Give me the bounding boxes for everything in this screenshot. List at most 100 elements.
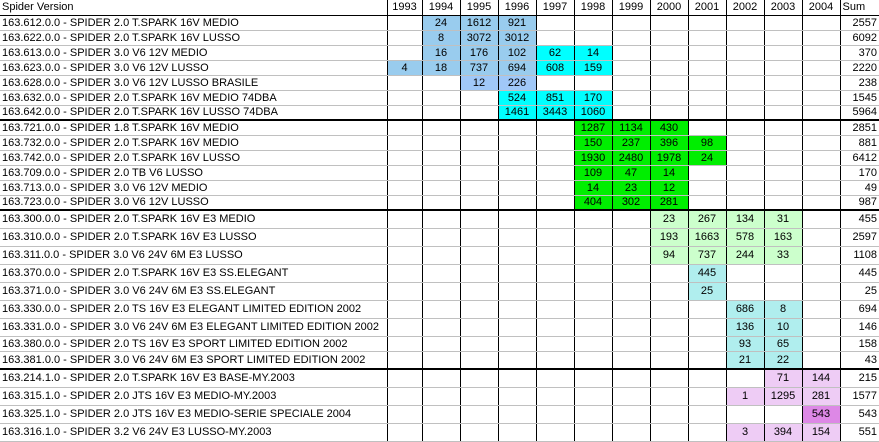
year-cell-1997[interactable]: 608 (535, 60, 574, 76)
year-cell-1996[interactable]: 694 (497, 60, 536, 76)
year-cell-2004[interactable] (801, 228, 840, 247)
year-cell-1993[interactable] (386, 30, 422, 46)
year-cell-2004[interactable] (801, 60, 840, 76)
year-cell-1995[interactable] (459, 300, 498, 319)
year-cell-2004[interactable] (801, 75, 840, 91)
year-cell-1996[interactable] (497, 387, 536, 406)
year-cell-1999[interactable] (611, 369, 650, 388)
year-cell-1994[interactable] (421, 423, 460, 442)
year-cell-1996[interactable] (497, 165, 536, 181)
year-cell-2000[interactable] (649, 387, 688, 406)
year-cell-1995[interactable] (459, 120, 498, 136)
year-cell-1999[interactable]: 302 (611, 195, 650, 211)
year-cell-2003[interactable] (763, 282, 802, 301)
header-spider-version[interactable]: Spider Version (0, 0, 387, 16)
year-cell-2002[interactable] (725, 150, 764, 166)
year-cell-2001[interactable] (687, 423, 726, 442)
year-cell-1995[interactable] (459, 228, 498, 247)
year-cell-2004[interactable] (801, 165, 840, 181)
year-cell-2003[interactable] (763, 105, 802, 121)
header-sum[interactable]: Sum (839, 0, 879, 16)
year-cell-2000[interactable] (649, 351, 688, 370)
year-cell-2001[interactable] (687, 405, 726, 424)
year-cell-2003[interactable] (763, 15, 802, 31)
year-cell-2000[interactable] (649, 282, 688, 301)
header-year-1997[interactable]: 1997 (535, 0, 574, 16)
year-cell-1999[interactable]: 47 (611, 165, 650, 181)
year-cell-2004[interactable]: 281 (801, 387, 840, 406)
year-cell-2002[interactable]: 1 (725, 387, 764, 406)
year-cell-1999[interactable] (611, 210, 650, 229)
year-cell-2002[interactable]: 21 (725, 351, 764, 370)
year-cell-1993[interactable] (386, 387, 422, 406)
year-cell-1993[interactable] (386, 264, 422, 283)
year-cell-1998[interactable] (573, 300, 612, 319)
year-cell-1996[interactable] (497, 300, 536, 319)
year-cell-1996[interactable] (497, 405, 536, 424)
year-cell-1998[interactable]: 404 (573, 195, 612, 211)
year-cell-2003[interactable] (763, 30, 802, 46)
year-cell-1998[interactable] (573, 405, 612, 424)
year-cell-2004[interactable] (801, 45, 840, 61)
year-cell-2000[interactable] (649, 60, 688, 76)
year-cell-2003[interactable]: 10 (763, 318, 802, 337)
year-cell-1998[interactable] (573, 246, 612, 265)
year-cell-2004[interactable] (801, 105, 840, 121)
year-cell-1993[interactable] (386, 165, 422, 181)
year-cell-1997[interactable] (535, 369, 574, 388)
year-cell-2003[interactable]: 8 (763, 300, 802, 319)
year-cell-2004[interactable]: 154 (801, 423, 840, 442)
year-cell-1997[interactable]: 851 (535, 90, 574, 106)
year-cell-2002[interactable] (725, 120, 764, 136)
year-cell-1996[interactable] (497, 135, 536, 151)
year-cell-2003[interactable]: 31 (763, 210, 802, 229)
year-cell-2004[interactable] (801, 300, 840, 319)
year-cell-2003[interactable]: 65 (763, 336, 802, 352)
year-cell-1996[interactable]: 226 (497, 75, 536, 91)
year-cell-1998[interactable]: 1060 (573, 105, 612, 121)
year-cell-2000[interactable] (649, 318, 688, 337)
year-cell-2004[interactable] (801, 282, 840, 301)
sum-cell[interactable]: 543 (839, 405, 879, 424)
year-cell-1995[interactable] (459, 90, 498, 106)
year-cell-2000[interactable]: 12 (649, 180, 688, 196)
year-cell-2004[interactable] (801, 150, 840, 166)
year-cell-1996[interactable] (497, 210, 536, 229)
year-cell-1999[interactable]: 23 (611, 180, 650, 196)
year-cell-1993[interactable] (386, 105, 422, 121)
year-cell-1994[interactable] (421, 195, 460, 211)
year-cell-1994[interactable] (421, 387, 460, 406)
spider-version-cell[interactable]: 163.311.0.0 - SPIDER 3.0 V6 24V 6M E3 LU… (0, 246, 387, 265)
year-cell-1998[interactable] (573, 30, 612, 46)
sum-cell[interactable]: 1545 (839, 90, 879, 106)
spider-version-cell[interactable]: 163.612.0.0 - SPIDER 2.0 T.SPARK 16V MED… (0, 15, 387, 31)
year-cell-1997[interactable] (535, 423, 574, 442)
year-cell-2003[interactable] (763, 120, 802, 136)
sum-cell[interactable]: 238 (839, 75, 879, 91)
year-cell-1999[interactable] (611, 387, 650, 406)
sum-cell[interactable]: 2220 (839, 60, 879, 76)
year-cell-2003[interactable] (763, 405, 802, 424)
year-cell-1993[interactable] (386, 369, 422, 388)
year-cell-2003[interactable]: 71 (763, 369, 802, 388)
year-cell-1999[interactable] (611, 264, 650, 283)
year-cell-1995[interactable]: 737 (459, 60, 498, 76)
year-cell-1993[interactable] (386, 282, 422, 301)
year-cell-1999[interactable] (611, 246, 650, 265)
spider-version-cell[interactable]: 163.721.0.0 - SPIDER 1.8 T.SPARK 16V MED… (0, 120, 387, 136)
spider-version-cell[interactable]: 163.310.0.0 - SPIDER 2.0 T.SPARK 16V E3 … (0, 228, 387, 247)
year-cell-1999[interactable] (611, 60, 650, 76)
year-cell-2001[interactable] (687, 30, 726, 46)
year-cell-2001[interactable] (687, 90, 726, 106)
sum-cell[interactable]: 455 (839, 210, 879, 229)
spider-version-cell[interactable]: 163.613.0.0 - SPIDER 3.0 V6 12V MEDIO (0, 45, 387, 61)
sum-cell[interactable]: 2557 (839, 15, 879, 31)
year-cell-2001[interactable] (687, 75, 726, 91)
year-cell-2002[interactable] (725, 90, 764, 106)
sum-cell[interactable]: 25 (839, 282, 879, 301)
year-cell-2001[interactable] (687, 105, 726, 121)
year-cell-1993[interactable]: 4 (386, 60, 422, 76)
year-cell-1995[interactable] (459, 318, 498, 337)
sum-cell[interactable]: 987 (839, 195, 879, 211)
year-cell-1994[interactable] (421, 210, 460, 229)
